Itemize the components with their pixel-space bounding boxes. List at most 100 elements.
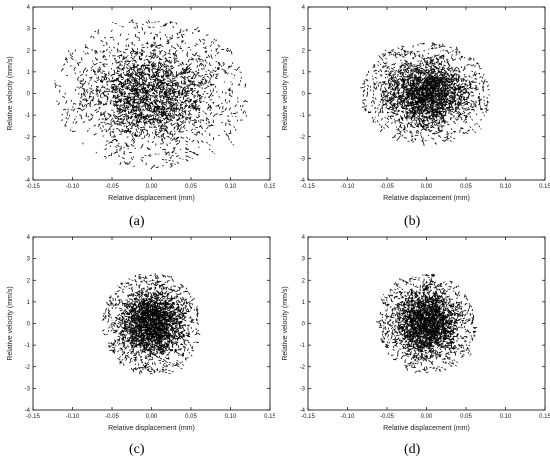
data-point	[388, 83, 390, 86]
data-point	[126, 163, 131, 165]
data-point	[158, 68, 161, 71]
data-point	[101, 96, 103, 99]
data-point	[131, 132, 134, 135]
data-point	[168, 68, 170, 71]
data-point	[377, 84, 380, 87]
data-point	[116, 107, 120, 111]
data-point	[397, 118, 400, 120]
data-point	[170, 60, 173, 62]
data-point	[391, 105, 395, 109]
data-point	[411, 92, 414, 95]
data-point	[455, 107, 458, 109]
data-point	[129, 88, 133, 92]
data-point	[113, 46, 116, 49]
data-point	[117, 43, 120, 46]
data-point	[410, 81, 412, 85]
data-point	[142, 64, 144, 67]
data-point	[162, 111, 165, 115]
data-point	[152, 73, 155, 75]
data-point	[102, 44, 105, 47]
data-point	[125, 113, 128, 116]
data-point	[207, 106, 210, 109]
data-point	[118, 89, 121, 92]
data-point	[403, 124, 406, 128]
data-point	[430, 56, 432, 61]
data-point	[64, 92, 66, 95]
data-point	[153, 118, 157, 121]
data-point	[148, 98, 150, 101]
data-point	[159, 125, 163, 128]
data-point	[121, 104, 123, 107]
data-point	[69, 127, 73, 132]
data-point	[404, 85, 408, 89]
data-point	[152, 36, 156, 40]
data-point	[401, 63, 404, 66]
data-point	[101, 63, 105, 66]
data-point	[147, 89, 150, 92]
data-point	[223, 130, 230, 139]
data-point	[67, 49, 72, 56]
data-point	[407, 66, 410, 69]
data-point	[197, 84, 200, 87]
data-point	[174, 138, 177, 141]
data-point	[149, 78, 152, 81]
data-point	[108, 88, 111, 91]
data-point	[221, 121, 223, 124]
data-point	[425, 68, 428, 71]
data-point	[195, 126, 199, 129]
data-point	[168, 39, 171, 42]
data-point	[129, 111, 132, 114]
x-tick-label: 0.15	[264, 184, 275, 190]
data-point	[401, 62, 403, 64]
data-point	[175, 139, 179, 143]
data-point	[158, 61, 161, 64]
data-point	[166, 59, 170, 63]
data-point	[380, 73, 383, 76]
data-point	[411, 107, 414, 111]
data-point	[199, 83, 203, 87]
data-point	[455, 69, 458, 72]
data-point	[136, 82, 139, 86]
data-point	[409, 79, 412, 81]
data-point	[72, 108, 76, 112]
data-point	[447, 87, 451, 89]
data-point	[242, 110, 245, 114]
data-point	[431, 137, 435, 140]
data-point	[451, 54, 454, 56]
data-point	[139, 120, 142, 123]
data-point	[135, 55, 137, 57]
data-point	[440, 45, 445, 47]
data-point	[411, 87, 413, 90]
data-point	[200, 140, 204, 143]
data-point	[199, 121, 202, 124]
data-point	[440, 79, 443, 82]
data-point	[156, 76, 159, 78]
data-point	[394, 79, 397, 82]
data-point	[134, 94, 137, 97]
data-point	[465, 79, 468, 83]
data-point	[189, 83, 191, 86]
data-point	[106, 42, 108, 46]
data-point	[83, 92, 85, 96]
data-point	[186, 98, 188, 100]
data-point	[171, 138, 175, 142]
data-point	[362, 101, 366, 105]
data-point	[116, 123, 119, 126]
data-point	[443, 87, 446, 91]
data-point	[125, 115, 128, 117]
data-point	[122, 81, 125, 84]
data-point	[136, 113, 141, 117]
data-point	[96, 88, 100, 92]
data-point	[130, 104, 133, 106]
data-point	[141, 23, 144, 26]
data-point	[431, 111, 433, 114]
data-point	[185, 140, 189, 143]
data-point	[397, 90, 400, 94]
data-point	[100, 39, 104, 43]
data-point	[460, 116, 463, 121]
data-point	[382, 53, 386, 57]
data-point	[170, 162, 177, 165]
data-point	[165, 129, 168, 133]
data-point	[125, 161, 132, 164]
y-tick-label: 4	[27, 5, 31, 11]
